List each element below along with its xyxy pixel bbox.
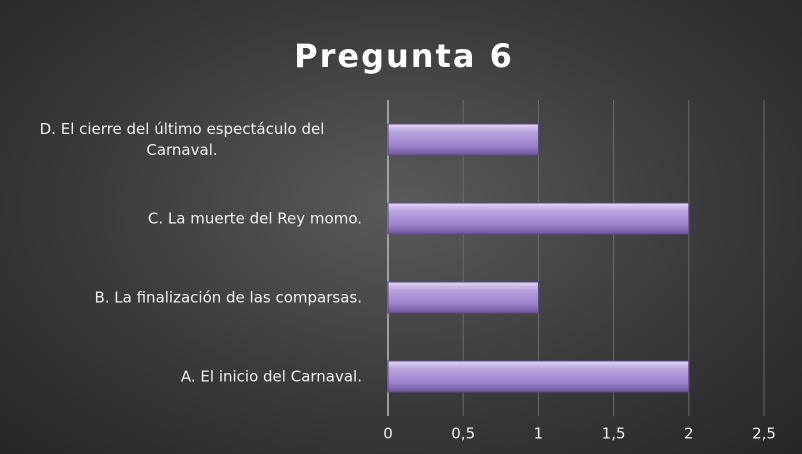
bar [387,360,690,393]
y-tick-label: C. La muerte del Rey momo. [147,209,362,227]
y-tick-label: B. La finalización de las comparsas. [94,288,362,306]
chart-title: Pregunta 6 [294,37,514,75]
x-tick-label: 0 [383,425,393,443]
x-tick-label: 2 [684,425,694,443]
y-tick-label: D. El cierre del último espectáculo del … [39,119,325,159]
x-tick-label: 1 [534,425,544,443]
x-tick-label: 1,5 [602,425,626,443]
x-tick-label: 0,5 [451,425,475,443]
x-tick-label: 2,5 [752,425,776,443]
bar [387,281,539,314]
bar [387,123,539,156]
y-tick-label: A. El inicio del Carnaval. [180,367,362,385]
bar [387,202,690,235]
